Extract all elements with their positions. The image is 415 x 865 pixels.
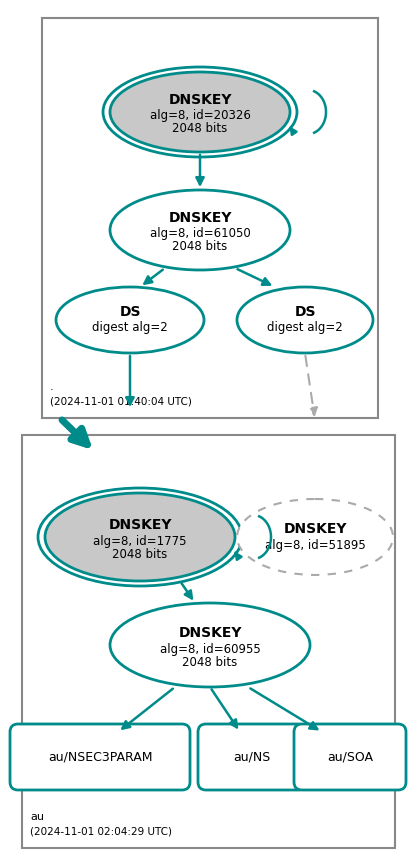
Text: alg=8, id=51895: alg=8, id=51895 [265, 539, 365, 552]
Text: DNSKEY: DNSKEY [168, 93, 232, 107]
FancyBboxPatch shape [22, 435, 395, 848]
Text: .: . [50, 382, 54, 392]
FancyBboxPatch shape [294, 724, 406, 790]
Ellipse shape [237, 287, 373, 353]
Text: DNSKEY: DNSKEY [168, 211, 232, 225]
FancyBboxPatch shape [10, 724, 190, 790]
Ellipse shape [110, 190, 290, 270]
Text: 2048 bits: 2048 bits [172, 240, 227, 253]
Text: alg=8, id=60955: alg=8, id=60955 [160, 643, 260, 656]
Text: au/SOA: au/SOA [327, 751, 373, 764]
FancyBboxPatch shape [42, 18, 378, 418]
Text: au: au [30, 812, 44, 822]
Text: DS: DS [294, 305, 316, 319]
Text: DNSKEY: DNSKEY [108, 518, 172, 532]
Text: au/NS: au/NS [233, 751, 271, 764]
Text: alg=8, id=61050: alg=8, id=61050 [150, 227, 250, 240]
Text: 2048 bits: 2048 bits [172, 123, 227, 136]
Ellipse shape [110, 603, 310, 687]
Text: 2048 bits: 2048 bits [182, 656, 238, 669]
Ellipse shape [237, 499, 393, 575]
Text: alg=8, id=1775: alg=8, id=1775 [93, 535, 187, 548]
Ellipse shape [110, 72, 290, 152]
Text: au/NSEC3PARAM: au/NSEC3PARAM [48, 751, 152, 764]
Text: DNSKEY: DNSKEY [178, 626, 242, 640]
Text: alg=8, id=20326: alg=8, id=20326 [149, 110, 250, 123]
Text: DS: DS [119, 305, 141, 319]
Text: digest alg=2: digest alg=2 [92, 322, 168, 335]
Ellipse shape [56, 287, 204, 353]
Text: digest alg=2: digest alg=2 [267, 322, 343, 335]
Text: (2024-11-01 01:40:04 UTC): (2024-11-01 01:40:04 UTC) [50, 396, 192, 406]
Text: (2024-11-01 02:04:29 UTC): (2024-11-01 02:04:29 UTC) [30, 826, 172, 836]
FancyBboxPatch shape [198, 724, 306, 790]
Text: DNSKEY: DNSKEY [283, 522, 347, 536]
Text: 2048 bits: 2048 bits [112, 548, 168, 561]
Ellipse shape [45, 493, 235, 581]
